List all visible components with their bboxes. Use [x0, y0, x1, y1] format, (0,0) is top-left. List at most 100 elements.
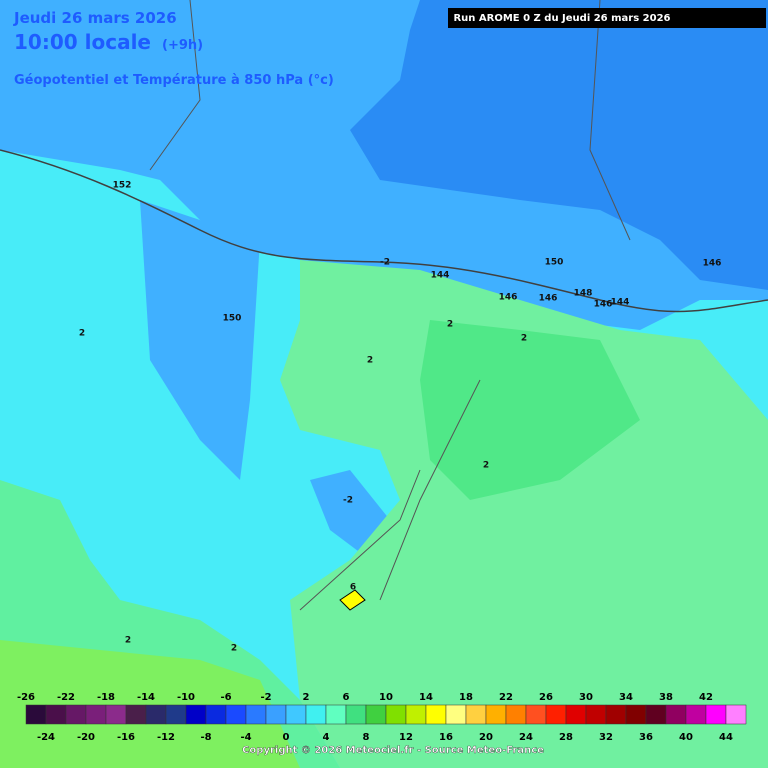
scale-label: 42: [699, 692, 713, 703]
contour-label: 146: [499, 293, 518, 303]
scale-box: [145, 704, 167, 725]
scale-box: [305, 704, 327, 725]
scale-label: 12: [399, 732, 413, 743]
scale-label: 6: [343, 692, 350, 703]
scale-label: -4: [240, 732, 251, 743]
scale-label: 24: [519, 732, 533, 743]
scale-label: 20: [479, 732, 493, 743]
scale-box: [445, 704, 467, 725]
scale-label: 2: [303, 692, 310, 703]
scale-label: -2: [260, 692, 271, 703]
contour-label: 146: [703, 259, 722, 269]
time: 10:00 locale: [14, 30, 151, 54]
contour-label: 2: [483, 461, 489, 471]
scale-box: [285, 704, 307, 725]
scale-box: [65, 704, 87, 725]
scale-box: [665, 704, 687, 725]
contour-label: 2: [79, 329, 85, 339]
scale-label: 16: [439, 732, 453, 743]
scale-label: 34: [619, 692, 633, 703]
scale-label: 18: [459, 692, 473, 703]
hot-spot: [339, 589, 366, 611]
scale-box: [485, 704, 507, 725]
scale-box: [105, 704, 127, 725]
scale-box: [605, 704, 627, 725]
scale-label: -20: [77, 732, 95, 743]
border: [149, 0, 631, 611]
contour-label: 2: [521, 334, 527, 344]
scale-box: [165, 704, 187, 725]
scale-label: -10: [177, 692, 195, 703]
contour-label: -2: [380, 258, 390, 268]
scale-box: [705, 704, 727, 725]
scale-box: [265, 704, 287, 725]
scale-label: -12: [157, 732, 175, 743]
contour-label: 148: [574, 289, 593, 299]
scale-box: [725, 704, 747, 725]
scale-box: [505, 704, 527, 725]
scale-box: [425, 704, 447, 725]
scale-label: -6: [220, 692, 231, 703]
contour-label: 2: [231, 644, 237, 654]
contour: [0, 149, 768, 313]
scale-label: 4: [323, 732, 330, 743]
contour-label: 150: [545, 258, 564, 268]
copyright: Copyright © 2026 Meteociel.fr - Source M…: [242, 745, 544, 756]
offset: (+9h): [162, 38, 203, 53]
contour-label: 146: [594, 300, 613, 310]
contour-label: 150: [223, 314, 242, 324]
scale-box: [25, 704, 47, 725]
scale-box: [585, 704, 607, 725]
date: Jeudi 26 mars 2026: [13, 9, 177, 27]
scale-box: [345, 704, 367, 725]
contour-label: 144: [431, 271, 450, 281]
scale-box: [365, 704, 387, 725]
scale-label: 32: [599, 732, 613, 743]
scale-box: [465, 704, 487, 725]
scale-label: 38: [659, 692, 673, 703]
scale-label: -22: [57, 692, 75, 703]
contour-label: -2: [343, 496, 353, 506]
scale-box: [205, 704, 227, 725]
contour-label: 2: [447, 320, 453, 330]
contour-label: 2: [125, 636, 131, 646]
scale-label: 40: [679, 732, 693, 743]
scale-label: 28: [559, 732, 573, 743]
scale-box: [625, 704, 647, 725]
contour-label: 144: [611, 298, 630, 308]
scale-label: 36: [639, 732, 653, 743]
scale-label: -18: [97, 692, 115, 703]
scale-box: [405, 704, 427, 725]
scale-box: [385, 704, 407, 725]
scale-label: -16: [117, 732, 135, 743]
scale-box: [125, 704, 147, 725]
contour-label: 152: [113, 181, 132, 191]
scale-label: 0: [283, 732, 290, 743]
scale-label: 8: [363, 732, 370, 743]
scale-box: [225, 704, 247, 725]
scale-label: 22: [499, 692, 513, 703]
scale-label: 14: [419, 692, 433, 703]
contour-label: 6: [350, 583, 356, 593]
cold-tongue: [140, 200, 260, 480]
scale-label: 30: [579, 692, 593, 703]
scale-label: -14: [137, 692, 155, 703]
scale-box: [185, 704, 207, 725]
run-label: Run AROME 0 Z du Jeudi 26 mars 2026: [453, 13, 670, 24]
run-box: [448, 8, 766, 28]
scale-box: [45, 704, 67, 725]
scale-box: [545, 704, 567, 725]
scale-label: -8: [200, 732, 211, 743]
contour-label: 146: [539, 294, 558, 304]
scale-label: 44: [719, 732, 733, 743]
scale-box: [85, 704, 107, 725]
scale-label: -24: [37, 732, 55, 743]
sw-warm: [0, 640, 300, 768]
mild-area: [280, 260, 768, 768]
subtitle: Géopotentiel et Température à 850 hPa (°…: [14, 73, 334, 88]
scale-label: 26: [539, 692, 553, 703]
colder-area: [350, 0, 768, 290]
scale-box: [325, 704, 347, 725]
